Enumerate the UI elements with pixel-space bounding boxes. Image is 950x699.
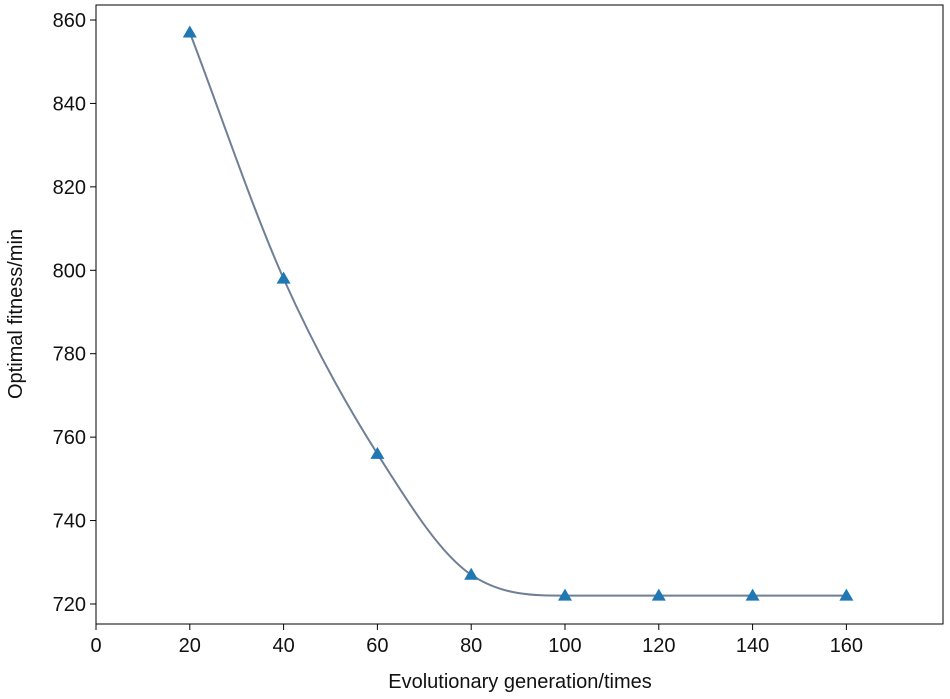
marker xyxy=(557,588,572,601)
marker xyxy=(839,588,854,601)
x-tick-label: 120 xyxy=(642,635,675,657)
x-tick-label: 40 xyxy=(272,635,294,657)
plot-frame xyxy=(95,4,944,625)
marker xyxy=(651,588,666,601)
y-tick-label: 860 xyxy=(53,10,86,32)
x-tick-label: 20 xyxy=(179,635,201,657)
x-tick-label: 160 xyxy=(830,635,863,657)
x-tick-label: 60 xyxy=(366,635,388,657)
y-tick-label: 760 xyxy=(53,427,86,449)
y-tick-label: 840 xyxy=(53,93,86,115)
x-tick-label: 140 xyxy=(736,635,769,657)
line xyxy=(188,32,847,597)
x-tick-label: 80 xyxy=(460,635,482,657)
y-axis-label: Optimal fitness/min xyxy=(5,229,27,399)
y-tick-label: 800 xyxy=(53,260,86,282)
marker xyxy=(182,25,197,38)
marker xyxy=(276,271,291,284)
x-tick-label: 100 xyxy=(548,635,581,657)
y-tick-label: 820 xyxy=(53,177,86,199)
marker xyxy=(745,588,760,601)
y-tick-label: 780 xyxy=(53,344,86,366)
marker xyxy=(464,567,479,580)
y-tick-label: 740 xyxy=(53,511,86,533)
x-tick-label: 0 xyxy=(90,635,101,657)
y-tick-label: 720 xyxy=(53,594,86,616)
x-axis-label: Evolutionary generation/times xyxy=(388,671,651,693)
marker xyxy=(370,446,385,459)
